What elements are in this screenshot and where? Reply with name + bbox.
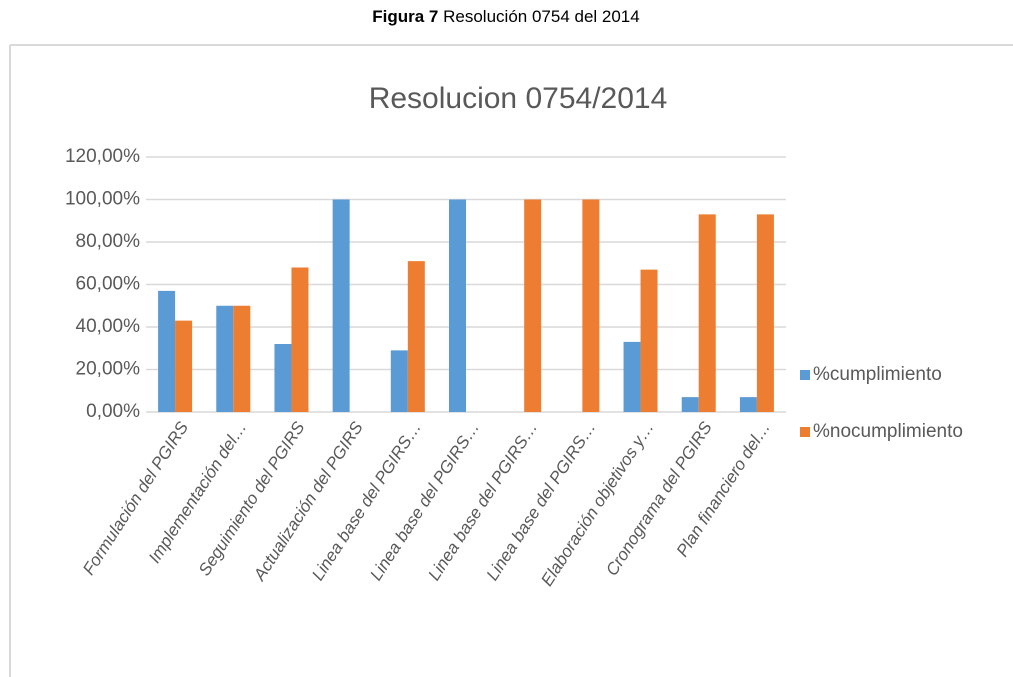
bar xyxy=(524,199,542,412)
x-tick-label: Linea base del PGIRS… xyxy=(366,418,483,584)
bar xyxy=(332,199,350,412)
legend-swatch xyxy=(800,427,810,437)
caption-text: Resolución 0754 del 2014 xyxy=(443,7,640,26)
bar xyxy=(274,344,292,412)
bar xyxy=(739,397,757,412)
caption-label: Figura 7 xyxy=(372,7,438,26)
bar xyxy=(233,305,251,412)
legend-label: %cumplimiento xyxy=(813,364,942,385)
bar xyxy=(640,269,658,412)
y-tick-label: 80,00% xyxy=(76,231,141,252)
legend-label: %nocumplimiento xyxy=(813,421,963,442)
y-tick-label: 120,00% xyxy=(65,146,140,167)
x-tick-label: Linea base del PGIRS… xyxy=(308,418,425,584)
y-tick-label: 0,00% xyxy=(86,401,140,422)
bar xyxy=(175,320,193,412)
bar xyxy=(698,214,716,412)
x-tick-label: Formulación del PGIRS xyxy=(79,418,193,579)
y-tick-label: 60,00% xyxy=(76,274,141,295)
x-tick-label: Linea base del PGIRS… xyxy=(424,418,541,584)
x-tick-label: Elaboración objetivos y… xyxy=(537,418,657,589)
bar xyxy=(390,350,408,412)
chart-title: Resolucion 0754/2014 xyxy=(369,82,668,115)
bar xyxy=(216,305,234,412)
legend-swatch xyxy=(800,370,810,380)
caption: Figura 7 Resolución 0754 del 2014 xyxy=(372,7,639,26)
x-tick-label: Actualización del PGIRS xyxy=(249,418,367,585)
bar xyxy=(756,214,774,412)
bar xyxy=(407,261,425,412)
y-tick-label: 40,00% xyxy=(76,316,141,337)
bar xyxy=(623,341,641,412)
bar xyxy=(582,199,600,412)
x-tick-label: Seguimiento del PGIRS xyxy=(195,418,309,579)
bar xyxy=(449,199,466,412)
bar xyxy=(681,397,699,412)
x-tick-label: Linea base del PGIRS… xyxy=(483,418,600,584)
bar xyxy=(158,290,176,412)
x-tick-label: Cronograma del PGIRS xyxy=(602,418,716,579)
bar xyxy=(291,267,309,412)
y-tick-label: 20,00% xyxy=(76,359,141,380)
y-tick-label: 100,00% xyxy=(65,189,140,210)
